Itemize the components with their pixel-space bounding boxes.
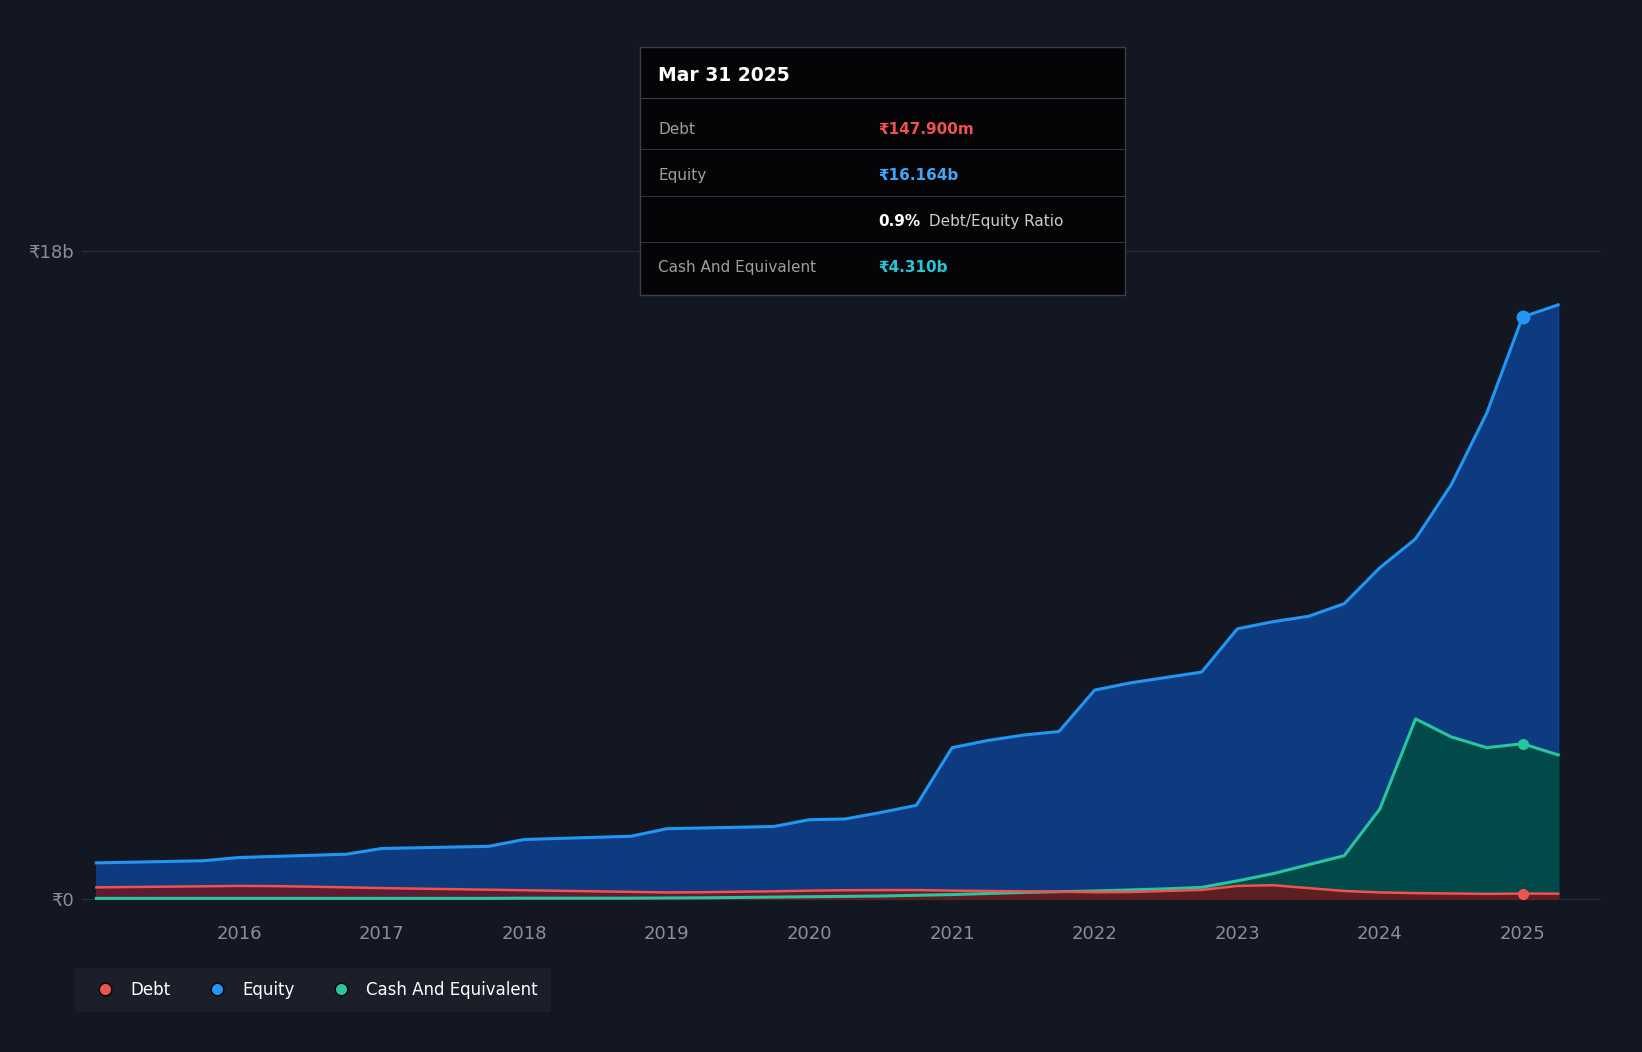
Text: Mar 31 2025: Mar 31 2025 xyxy=(658,66,790,85)
Text: 0.9%: 0.9% xyxy=(878,215,921,229)
Text: Equity: Equity xyxy=(658,168,706,183)
Text: Cash And Equivalent: Cash And Equivalent xyxy=(658,261,816,276)
Text: Debt: Debt xyxy=(658,122,696,137)
Text: Debt/Equity Ratio: Debt/Equity Ratio xyxy=(924,215,1064,229)
Text: ₹147.900m: ₹147.900m xyxy=(878,122,974,137)
Text: ₹16.164b: ₹16.164b xyxy=(878,168,959,183)
Legend: Debt, Equity, Cash And Equivalent: Debt, Equity, Cash And Equivalent xyxy=(76,968,552,1012)
Text: ₹4.310b: ₹4.310b xyxy=(878,261,947,276)
